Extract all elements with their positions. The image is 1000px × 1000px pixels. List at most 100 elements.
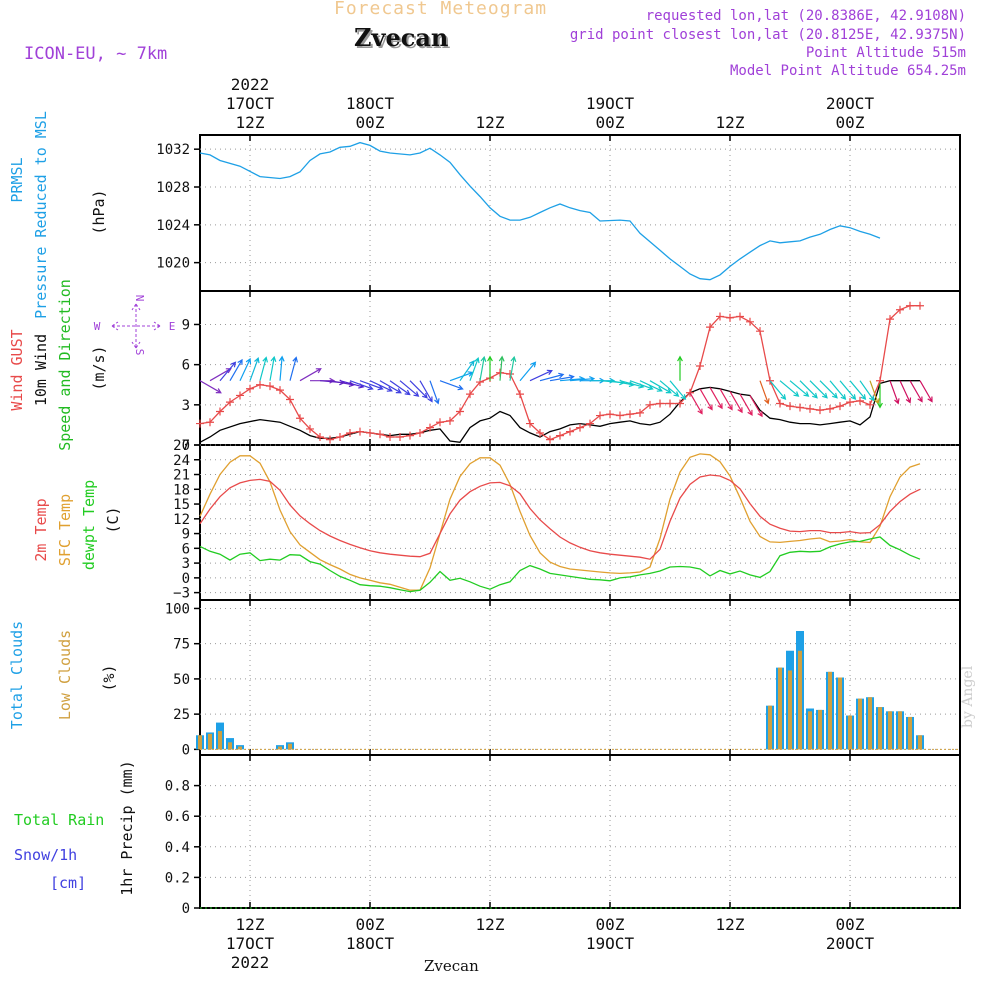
wind-arrow	[199, 380, 222, 394]
gust-marker	[636, 408, 644, 417]
wind-arrow	[239, 357, 252, 381]
location-title: Zvecan	[354, 23, 449, 52]
time-label-bottom: 19OCT	[586, 934, 635, 953]
pressure-ylabel-short: PRMSL	[8, 157, 26, 202]
low-cloud-bar	[868, 697, 872, 750]
wind-arrow	[719, 388, 733, 411]
temp-2m-ylabel: 2m Temp	[32, 498, 50, 561]
wind-arrow	[649, 380, 672, 394]
compass-arrows	[111, 303, 161, 349]
time-label-bottom: 12Z	[716, 915, 745, 934]
low-cloud-bar	[898, 711, 902, 750]
wind-arrow	[669, 380, 687, 401]
gust-marker	[236, 391, 244, 400]
wind-arrow	[799, 380, 818, 399]
compass-south: S	[133, 349, 146, 356]
gust-marker	[536, 428, 544, 437]
low-cloud-bar	[228, 742, 232, 750]
gust-marker	[626, 410, 634, 419]
gust-marker	[886, 315, 894, 324]
gust-marker	[436, 418, 444, 427]
wind-arrow	[359, 380, 384, 391]
gust-marker	[246, 384, 254, 393]
pressure-ylabel-long: Pressure Reduced to MSL	[32, 111, 50, 319]
wind-arrow	[889, 380, 900, 405]
gust-marker	[616, 411, 624, 420]
wind-arrow	[759, 380, 770, 405]
wind-arrow	[369, 380, 393, 392]
low-cloud-bar	[828, 671, 832, 750]
panel-frame	[199, 444, 961, 601]
gust-marker	[586, 419, 594, 428]
gust-marker	[416, 428, 424, 437]
gust-marker	[906, 301, 914, 310]
y-tick-label: 75	[173, 637, 190, 653]
y-tick-label: 9	[182, 527, 190, 543]
low-cloud-bar	[858, 698, 862, 750]
y-tick-label: 1032	[156, 142, 190, 158]
low-cloud-bar	[238, 746, 242, 750]
gust-marker	[676, 399, 684, 408]
gust-marker	[446, 416, 454, 425]
time-label-top: 19OCT	[586, 94, 635, 113]
wind-arrow	[349, 380, 374, 391]
time-label-top: 12Z	[716, 113, 745, 132]
time-label-bottom: 00Z	[356, 915, 385, 934]
chart-title: Forecast Meteogram	[334, 0, 548, 19]
time-label-bottom: 00Z	[836, 915, 865, 934]
gust-marker	[556, 431, 564, 440]
gust-marker	[846, 398, 854, 407]
clouds-unit: (%)	[100, 664, 118, 691]
gust-marker	[376, 430, 384, 439]
time-label-top: 2022	[231, 75, 270, 94]
y-tick-label: 3	[182, 398, 190, 414]
gust-marker	[736, 312, 744, 321]
wind-arrow	[689, 392, 703, 415]
gust-marker	[686, 388, 694, 397]
time-label-top: 17OCT	[226, 94, 275, 113]
gust-marker	[336, 432, 344, 441]
total-clouds-ylabel: Total Clouds	[8, 621, 26, 729]
low-cloud-bar	[888, 711, 892, 750]
gust-marker	[386, 432, 394, 441]
wind-arrow	[809, 380, 828, 399]
low-cloud-bar	[818, 709, 822, 750]
y-tick-label: 0.6	[165, 809, 190, 825]
low-clouds-ylabel: Low Clouds	[56, 630, 74, 720]
wind-arrow	[409, 380, 428, 399]
gust-marker	[506, 370, 514, 379]
low-cloud-bar	[798, 650, 802, 750]
gust-marker	[366, 428, 374, 437]
gust-ylabel: Wind GUST	[8, 329, 26, 410]
gust-marker	[266, 382, 274, 391]
wind-arrow	[289, 356, 298, 381]
wind-arrow	[639, 380, 663, 392]
time-label-bottom: 2022	[231, 953, 270, 972]
time-label-top: 00Z	[596, 113, 625, 132]
gust-marker	[896, 305, 904, 314]
compass-north: N	[133, 295, 146, 302]
gust-marker	[866, 400, 874, 409]
wind-arrow	[729, 391, 743, 414]
time-label-top: 00Z	[836, 113, 865, 132]
footer-location: Zvecan	[424, 957, 479, 975]
y-tick-label: 6	[182, 358, 190, 374]
wind-arrow	[549, 374, 575, 382]
y-tick-label: 1028	[156, 180, 190, 196]
low-cloud-bar	[768, 705, 772, 750]
gust-marker	[606, 410, 614, 419]
wind-arrow	[509, 355, 517, 381]
wind-arrow	[909, 380, 923, 403]
gust-marker	[706, 323, 714, 332]
rain-legend: Total Rain	[14, 811, 104, 829]
wind-arrow	[389, 380, 411, 396]
point-altitude: Point Altitude 515m	[805, 45, 966, 61]
gust-marker	[456, 407, 464, 416]
temp-unit: (C)	[104, 506, 122, 533]
y-tick-label: 0	[182, 438, 190, 454]
precip-ylabel: 1hr Precip (mm)	[118, 760, 136, 895]
wind-arrow	[677, 355, 683, 381]
wind-arrow	[829, 380, 847, 401]
gust-marker	[426, 423, 434, 432]
